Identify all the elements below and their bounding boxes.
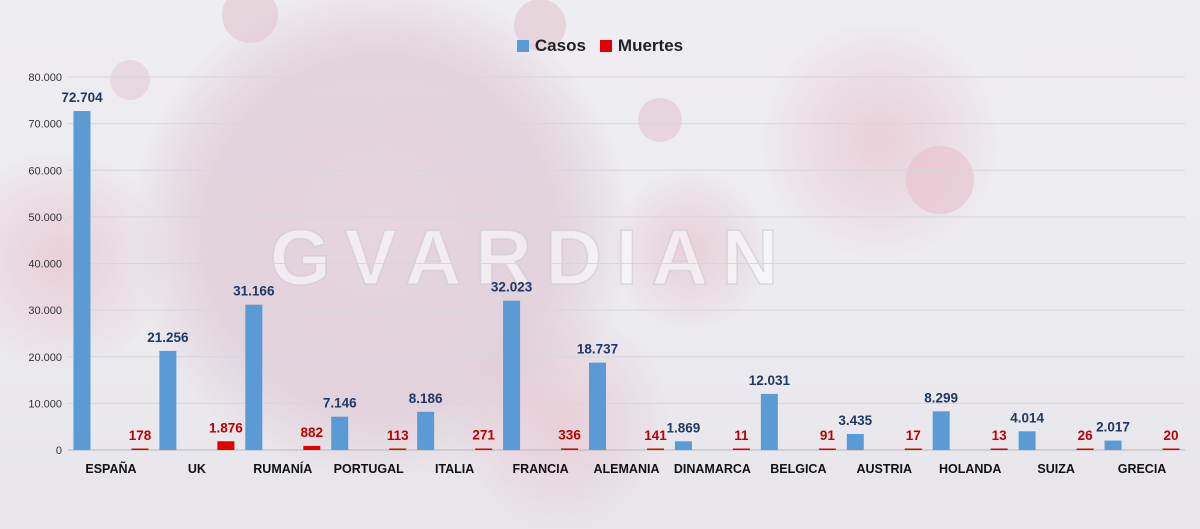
data-label-casos: 8.186 [409, 391, 443, 406]
bar-casos [932, 411, 950, 450]
y-tick-label: 0 [56, 445, 62, 457]
y-tick-label: 60.000 [28, 165, 62, 177]
x-tick-label: PORTUGAL [334, 462, 405, 476]
data-label-muertes: 20 [1164, 428, 1179, 443]
legend-swatch-muertes [599, 40, 612, 52]
data-label-muertes: 271 [472, 428, 495, 443]
bar-casos [1018, 431, 1036, 450]
bar-casos [159, 350, 177, 450]
data-label-muertes: 91 [820, 428, 836, 443]
data-label-muertes: 17 [906, 428, 921, 443]
chart-legend: Casos Muertes [0, 36, 1200, 56]
legend-swatch-casos [516, 40, 529, 52]
x-tick-label: ALEMANIA [594, 462, 660, 476]
data-label-casos: 32.023 [491, 280, 533, 295]
y-tick-label: 30.000 [28, 305, 62, 317]
x-tick-label: RUMANÍA [253, 461, 312, 476]
bar-muertes [818, 448, 836, 450]
x-tick-label: BELGICA [770, 462, 826, 476]
bar-muertes [647, 448, 664, 450]
bar-muertes [303, 445, 321, 450]
data-label-muertes: 11 [734, 428, 749, 443]
bar-muertes [990, 448, 1008, 450]
bar-casos [503, 300, 521, 450]
bar-muertes [904, 448, 922, 450]
bar-muertes [1162, 448, 1180, 450]
data-label-casos: 8.299 [924, 390, 958, 405]
y-tick-label: 50.000 [28, 212, 62, 224]
data-label-muertes: 882 [301, 425, 324, 440]
data-label-casos: 7.146 [323, 396, 357, 411]
data-label-muertes: 13 [992, 428, 1008, 443]
y-tick-label: 80.000 [28, 72, 62, 84]
x-tick-label: GRECIA [1118, 462, 1167, 476]
x-tick-label: HOLANDA [939, 462, 1002, 476]
y-tick-label: 10.000 [28, 398, 62, 410]
x-tick-label: AUSTRIA [856, 462, 912, 476]
bar-casos [245, 304, 263, 450]
data-label-muertes: 26 [1078, 428, 1094, 443]
bar-muertes [732, 448, 750, 450]
data-label-muertes: 141 [644, 428, 667, 443]
bar-casos [846, 433, 864, 450]
bar-casos [1104, 440, 1122, 450]
legend-item-muertes: Muertes [599, 36, 684, 56]
bar-casos [589, 362, 606, 450]
bar-muertes [217, 441, 235, 450]
data-label-casos: 4.014 [1010, 410, 1044, 425]
data-label-muertes: 336 [558, 427, 581, 442]
bar-muertes [1076, 448, 1094, 450]
bar-muertes [131, 448, 149, 450]
legend-item-casos: Casos [516, 36, 586, 56]
data-label-casos: 3.435 [838, 413, 872, 428]
bar-casos [760, 393, 778, 450]
watermark-text: GVARDIAN [269, 212, 793, 302]
x-tick-label: SUIZA [1037, 462, 1075, 476]
data-label-muertes: 1.876 [209, 420, 243, 435]
data-label-casos: 2.017 [1096, 420, 1130, 435]
y-tick-label: 40.000 [28, 259, 62, 271]
bar-muertes [475, 448, 493, 450]
bar-casos [73, 111, 91, 450]
data-label-casos: 12.031 [749, 373, 791, 388]
x-tick-label: UK [188, 462, 206, 476]
bar-casos [417, 411, 435, 450]
data-label-casos: 72.704 [61, 90, 103, 105]
bar-casos [674, 441, 692, 450]
x-tick-label: FRANCIA [512, 462, 568, 476]
y-tick-label: 70.000 [28, 119, 62, 131]
bar-casos [331, 416, 349, 450]
data-label-muertes: 113 [387, 428, 409, 443]
data-label-casos: 31.166 [233, 284, 275, 299]
x-tick-label: ITALIA [435, 462, 474, 476]
x-tick-label: ESPAÑA [85, 461, 136, 476]
x-tick-label: DINAMARCA [674, 462, 751, 476]
data-label-casos: 1.869 [667, 420, 701, 435]
data-label-casos: 21.256 [147, 330, 189, 345]
bar-muertes [389, 448, 407, 450]
legend-label-casos: Casos [534, 36, 586, 55]
legend-label-muertes: Muertes [617, 36, 684, 55]
bar-muertes [561, 448, 579, 450]
data-label-muertes: 178 [129, 428, 152, 443]
data-label-casos: 18.737 [577, 342, 618, 357]
y-tick-label: 20.000 [28, 352, 62, 364]
